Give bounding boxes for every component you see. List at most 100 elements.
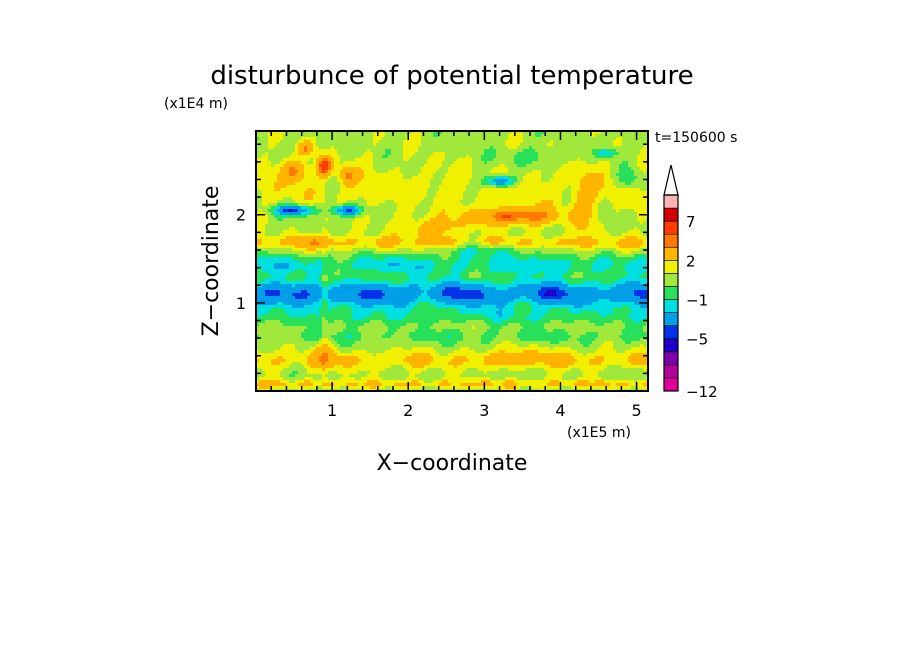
field-cell [391, 197, 395, 201]
field-cell [385, 215, 389, 219]
field-cell [352, 212, 356, 216]
field-cell [532, 197, 536, 201]
field-cell [445, 239, 449, 243]
field-cell [325, 164, 329, 168]
field-cell [379, 182, 383, 186]
field-cell [502, 203, 506, 207]
field-cell [496, 221, 500, 225]
field-cell [598, 191, 602, 195]
field-cell [589, 227, 593, 231]
field-cell [445, 191, 449, 195]
field-cell [373, 152, 377, 156]
field-cell [448, 176, 452, 180]
field-cell [610, 179, 614, 183]
field-cell [340, 203, 344, 207]
field-cell [511, 179, 515, 183]
field-cell [619, 149, 623, 153]
field-cell [463, 158, 467, 162]
field-cell [517, 242, 521, 246]
field-cell [367, 137, 371, 141]
field-cell [352, 176, 356, 180]
field-cell [418, 143, 422, 147]
field-cell [514, 200, 518, 204]
field-cell [514, 173, 518, 177]
field-cell [631, 215, 635, 219]
field-cell [376, 182, 380, 186]
field-cell [427, 149, 431, 153]
field-cell [586, 134, 590, 138]
field-cell [337, 215, 341, 219]
field-cell [274, 185, 278, 189]
field-cell [616, 143, 620, 147]
field-cell [391, 221, 395, 225]
field-cell [373, 143, 377, 147]
field-cell [436, 179, 440, 183]
field-cell [463, 224, 467, 228]
field-cell [265, 143, 269, 147]
field-cell [388, 203, 392, 207]
field-cell [436, 200, 440, 204]
field-cell [385, 167, 389, 171]
field-cell [436, 161, 440, 165]
field-cell [340, 236, 344, 240]
field-cell [427, 212, 431, 216]
field-cell [565, 233, 569, 237]
field-cell [412, 140, 416, 144]
field-cell [433, 143, 437, 147]
field-cell [589, 191, 593, 195]
field-cell [361, 149, 365, 153]
field-cell [259, 200, 263, 204]
field-cell [628, 212, 632, 216]
field-cell [559, 173, 563, 177]
field-cell [379, 224, 383, 228]
field-cell [349, 236, 353, 240]
field-cell [445, 233, 449, 237]
field-cell [463, 179, 467, 183]
field-cell [352, 215, 356, 219]
field-cell [466, 203, 470, 207]
field-cell [400, 176, 404, 180]
field-cell [598, 161, 602, 165]
field-cell [439, 167, 443, 171]
field-cell [463, 227, 467, 231]
field-cell [364, 155, 368, 159]
field-cell [379, 236, 383, 240]
field-cell [481, 179, 485, 183]
field-cell [415, 140, 419, 144]
field-cell [280, 200, 284, 204]
field-cell [538, 179, 542, 183]
field-cell [406, 170, 410, 174]
field-cell [427, 140, 431, 144]
field-cell [568, 152, 572, 156]
field-cell [535, 203, 539, 207]
field-cell [550, 176, 554, 180]
field-cell [331, 230, 335, 234]
field-cell [421, 188, 425, 192]
field-cell [334, 230, 338, 234]
field-cell [316, 167, 320, 171]
field-cell [571, 161, 575, 165]
field-cell [280, 149, 284, 153]
field-cell [508, 167, 512, 171]
field-cell [409, 164, 413, 168]
field-cell [472, 185, 476, 189]
field-cell [292, 224, 296, 228]
field-cell [463, 152, 467, 156]
field-cell [478, 233, 482, 237]
field-cell [316, 170, 320, 174]
field-cell [316, 236, 320, 240]
field-cell [388, 140, 392, 144]
field-cell [397, 227, 401, 231]
field-cell [403, 188, 407, 192]
field-cell [274, 143, 278, 147]
field-cell [580, 134, 584, 138]
field-cell [622, 185, 626, 189]
field-cell [340, 152, 344, 156]
field-cell [295, 170, 299, 174]
field-cell [460, 170, 464, 174]
field-cell [640, 170, 644, 174]
field-cell [532, 131, 536, 135]
field-cell [478, 170, 482, 174]
field-cell [280, 170, 284, 174]
field-cell [385, 170, 389, 174]
